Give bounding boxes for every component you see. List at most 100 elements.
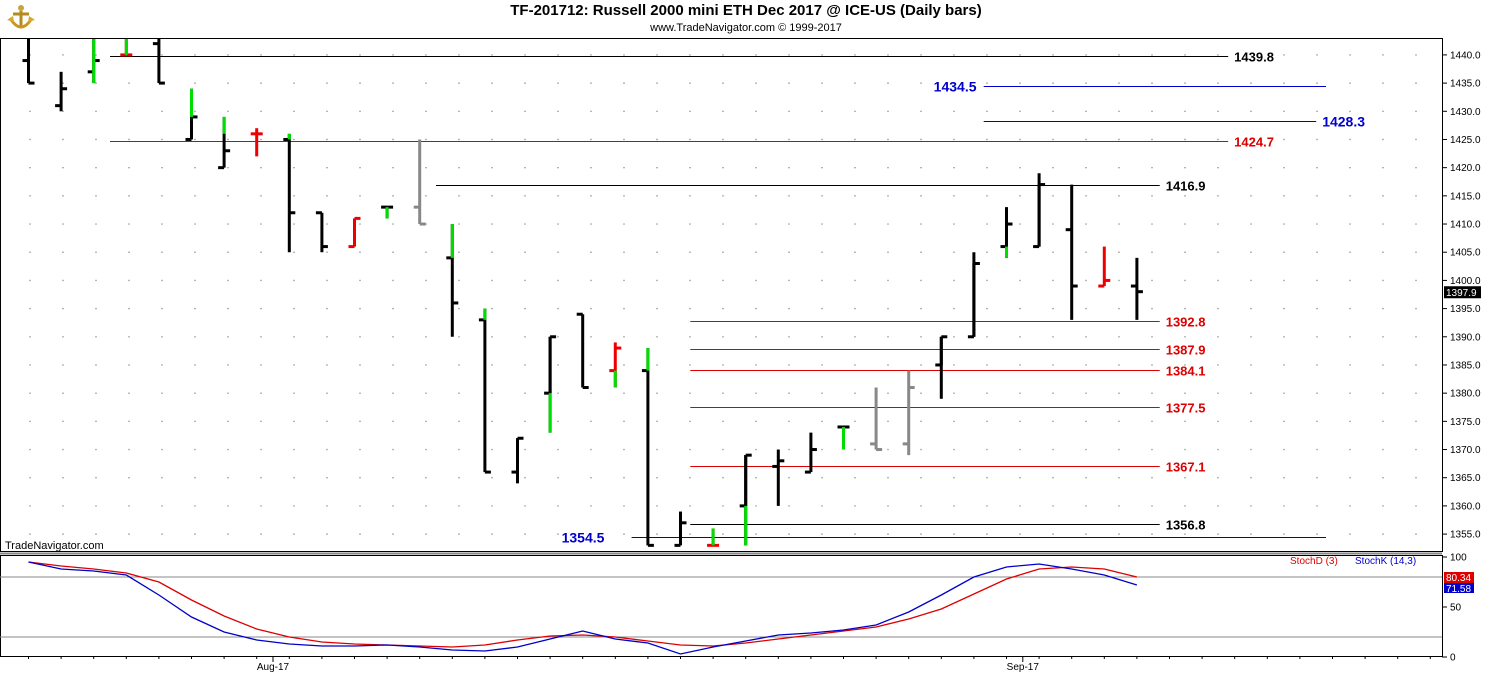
grid-dot: [1316, 82, 1318, 84]
grid-dot: [95, 533, 97, 535]
grid-dot: [458, 392, 460, 394]
grid-dot: [29, 476, 31, 479]
ohlc-bar: [804, 432, 817, 474]
grid-dot: [854, 476, 856, 479]
grid-dot: [260, 505, 262, 507]
grid-dot: [557, 82, 559, 84]
grid-dot: [128, 138, 130, 141]
price-tick-label: 1415.0: [1450, 191, 1481, 202]
grid-dot: [1382, 110, 1384, 113]
grid-dot: [722, 533, 724, 535]
grid-dot: [1283, 110, 1285, 113]
grid-dot: [1151, 166, 1153, 169]
grid-dot: [1151, 251, 1153, 254]
grid-dot: [689, 335, 691, 338]
grid-dot: [326, 335, 328, 338]
grid-dot: [1250, 279, 1252, 282]
grid-dot: [1052, 420, 1054, 423]
grid-dot: [392, 54, 394, 56]
grid-dot: [557, 335, 559, 338]
grid-dot: [821, 476, 823, 479]
grid-dot: [392, 138, 394, 141]
grid-dot: [821, 251, 823, 254]
grid-dot: [524, 505, 526, 507]
grid-dot: [1184, 533, 1186, 535]
level-label: 1439.8: [1234, 50, 1274, 65]
grid-dot: [1052, 54, 1054, 56]
price-tick-label: 1410.0: [1450, 220, 1481, 231]
grid-dot: [689, 110, 691, 113]
ohlc-bar: [1033, 173, 1046, 249]
grid-dot: [62, 448, 64, 451]
grid-dot: [887, 138, 889, 141]
grid-dot: [161, 223, 163, 225]
grid-dot: [821, 448, 823, 451]
grid-dot: [458, 279, 460, 282]
grid-dot: [854, 166, 856, 169]
grid-dot: [656, 223, 658, 225]
grid-dot: [359, 476, 361, 479]
grid-dot: [755, 476, 757, 479]
level-label: 1356.8: [1166, 518, 1206, 533]
price-tick-label: 1365.0: [1450, 473, 1481, 484]
grid-dot: [722, 448, 724, 451]
grid-dot: [392, 110, 394, 113]
grid-dot: [227, 195, 229, 197]
grid-dot: [1151, 364, 1153, 366]
ohlc-bar: [967, 252, 980, 339]
price-tick-label: 1400.0: [1450, 276, 1481, 287]
grid-dot: [887, 505, 889, 507]
grid-dot: [656, 166, 658, 169]
grid-dot: [359, 420, 361, 423]
grid-dot: [194, 420, 196, 423]
grid-dot: [821, 279, 823, 282]
grid-dot: [29, 279, 31, 282]
grid-dot: [260, 533, 262, 535]
grid-dot: [557, 251, 559, 254]
grid-dot: [128, 448, 130, 451]
grid-dot: [1118, 82, 1120, 84]
grid-dot: [1349, 166, 1351, 169]
grid-dot: [1316, 505, 1318, 507]
grid-dot: [722, 54, 724, 56]
grid-dot: [722, 223, 724, 225]
grid-dot: [1151, 82, 1153, 84]
grid-dot: [29, 335, 31, 338]
grid-dot: [1382, 307, 1384, 310]
grid-dot: [623, 335, 625, 338]
grid-dot: [689, 448, 691, 451]
grid-dot: [524, 223, 526, 225]
grid-dot: [1052, 110, 1054, 113]
grid-dot: [557, 448, 559, 451]
grid-dot: [128, 335, 130, 338]
ohlc-bar: [511, 436, 524, 484]
grid-dot: [788, 448, 790, 451]
grid-dot: [425, 476, 427, 479]
grid-dot: [260, 307, 262, 310]
grid-dot: [161, 420, 163, 423]
grid-dot: [557, 54, 559, 56]
grid-dot: [227, 251, 229, 254]
grid-dot: [1283, 54, 1285, 56]
grid-dot: [920, 251, 922, 254]
date-axis: Aug-17 Sep-17: [28, 657, 1431, 673]
grid-dot: [887, 279, 889, 282]
grid-dot: [1217, 307, 1219, 310]
grid-dot: [953, 307, 955, 310]
stoch-k-value-box: [1444, 583, 1474, 593]
grid-dot: [821, 335, 823, 338]
ohlc-bar: [1130, 257, 1143, 320]
grid-dot: [1217, 251, 1219, 254]
grid-dot: [557, 392, 559, 394]
grid-dot: [1217, 448, 1219, 451]
grid-dot: [722, 138, 724, 141]
grid-dot: [1217, 138, 1219, 141]
grid-dot: [524, 364, 526, 366]
grid-dot: [524, 533, 526, 535]
price-bars: [22, 38, 1143, 547]
grid-dot: [293, 279, 295, 282]
grid-dot: [425, 448, 427, 451]
grid-dot: [1349, 54, 1351, 56]
grid-dot: [227, 364, 229, 366]
